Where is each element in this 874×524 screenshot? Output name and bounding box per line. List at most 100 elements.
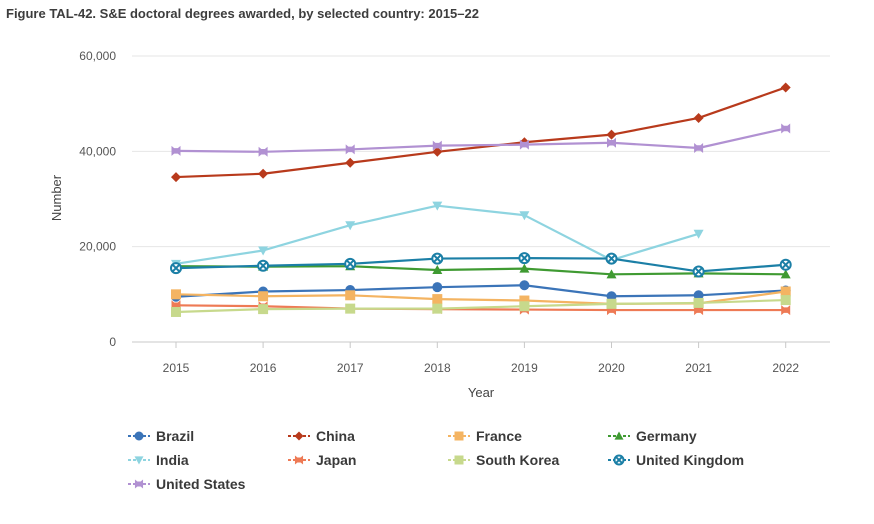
data-point-france: [345, 290, 356, 301]
legend-label: Japan: [316, 452, 357, 468]
legend-label: India: [156, 452, 189, 468]
data-point-united-states: [171, 145, 181, 156]
figure-title: Figure TAL-42. S&E doctoral degrees awar…: [6, 6, 479, 21]
data-point-united-kingdom: [605, 252, 618, 265]
data-point-china: [780, 82, 791, 93]
data-point-china: [606, 129, 617, 140]
data-point-south-korea: [171, 306, 181, 317]
legend-item-south-korea[interactable]: South Korea: [448, 450, 559, 470]
data-point-united-kingdom: [518, 252, 531, 265]
x-tick-label: 2022: [772, 361, 799, 375]
legend-label: South Korea: [476, 452, 560, 468]
legend-label: China: [316, 428, 355, 444]
legend-item-japan[interactable]: Japan: [288, 450, 356, 470]
legend-item-united-kingdom[interactable]: United Kingdom: [608, 450, 744, 470]
x-tick-label: 2018: [424, 361, 451, 375]
x-tick-label: 2015: [163, 361, 190, 375]
series-south-korea: [171, 295, 791, 317]
y-tick-label: 0: [109, 335, 116, 349]
data-point-brazil: [432, 282, 443, 293]
legend-marker-france: [454, 431, 464, 441]
data-point-south-korea: [606, 298, 617, 309]
data-point-united-kingdom: [692, 265, 705, 278]
x-tick-label: 2019: [511, 361, 538, 375]
data-point-germany: [780, 269, 791, 279]
legend-marker-south-korea: [454, 455, 464, 465]
legend-marker-united-states: [134, 479, 144, 489]
data-point-france: [171, 289, 181, 300]
legend-label: France: [476, 428, 522, 444]
data-point-china: [171, 172, 181, 183]
legend-item-india[interactable]: India: [128, 450, 189, 470]
data-point-france: [432, 294, 443, 305]
legend-label: United Kingdom: [636, 452, 745, 468]
data-point-india: [693, 229, 704, 239]
legend-swatch-united-states: [128, 479, 150, 489]
legend-marker-united-kingdom: [613, 454, 625, 466]
x-axis-label: Year: [468, 385, 495, 400]
legend-item-united-states[interactable]: United States: [128, 474, 245, 494]
y-tick-label: 40,000: [79, 144, 116, 158]
data-point-united-kingdom: [779, 258, 792, 271]
data-point-united-kingdom: [170, 262, 182, 275]
data-point-united-states: [694, 142, 704, 153]
data-point-united-states: [519, 139, 529, 150]
data-point-china: [693, 112, 704, 123]
data-point-united-states: [432, 140, 442, 151]
legend-item-china[interactable]: China: [288, 426, 355, 446]
legend-item-france[interactable]: France: [448, 426, 522, 446]
data-point-france: [258, 291, 269, 302]
data-point-south-korea: [519, 301, 530, 312]
data-point-united-states: [781, 123, 791, 134]
data-point-india: [519, 211, 530, 221]
legend-label: United States: [156, 476, 246, 492]
x-tick-label: 2016: [250, 361, 277, 375]
legend-swatch-south-korea: [448, 455, 470, 465]
legend-label: Germany: [636, 428, 697, 444]
series-united-kingdom: [170, 252, 792, 278]
series-line-south-korea: [175, 298, 786, 314]
series-line-germany: [175, 265, 786, 276]
data-point-brazil: [519, 280, 530, 291]
data-point-united-kingdom: [257, 259, 270, 272]
series-line-brazil: [175, 284, 786, 298]
data-point-south-korea: [432, 303, 443, 314]
data-point-united-kingdom: [344, 257, 357, 270]
legend-swatch-united-kingdom: [608, 454, 630, 466]
legend-marker-germany: [614, 431, 624, 440]
legend-marker-japan: [294, 455, 304, 465]
legend-marker-india: [134, 456, 144, 465]
legend-item-germany[interactable]: Germany: [608, 426, 697, 446]
x-tick-label: 2020: [598, 361, 625, 375]
data-point-india: [432, 201, 443, 211]
data-point-germany: [519, 263, 530, 273]
data-point-south-korea: [780, 295, 791, 306]
legend-swatch-china: [288, 431, 310, 441]
legend-swatch-japan: [288, 455, 310, 465]
legend-swatch-germany: [608, 431, 630, 440]
data-point-china: [432, 146, 443, 157]
x-tick-label: 2017: [337, 361, 364, 375]
data-point-south-korea: [693, 297, 704, 308]
data-point-united-states: [607, 137, 616, 148]
data-point-france: [519, 295, 530, 306]
series-line-japan: [175, 304, 786, 312]
data-point-south-korea: [258, 304, 269, 315]
series-line-united-states: [175, 127, 786, 153]
data-point-japan: [781, 305, 791, 316]
legend-swatch-france: [448, 431, 470, 441]
data-point-south-korea: [345, 303, 356, 314]
data-point-united-kingdom: [431, 252, 444, 265]
data-point-india: [345, 221, 356, 231]
legend-label: Brazil: [156, 428, 195, 444]
legend-item-brazil[interactable]: Brazil: [128, 426, 194, 446]
data-point-india: [258, 246, 269, 256]
series-line-china: [175, 86, 787, 179]
y-axis-label: Number: [49, 174, 64, 221]
data-point-china: [345, 157, 356, 168]
data-point-brazil: [693, 290, 704, 301]
series-line-united-kingdom: [175, 257, 786, 273]
data-point-germany: [606, 269, 617, 279]
legend-marker-brazil: [134, 431, 144, 441]
